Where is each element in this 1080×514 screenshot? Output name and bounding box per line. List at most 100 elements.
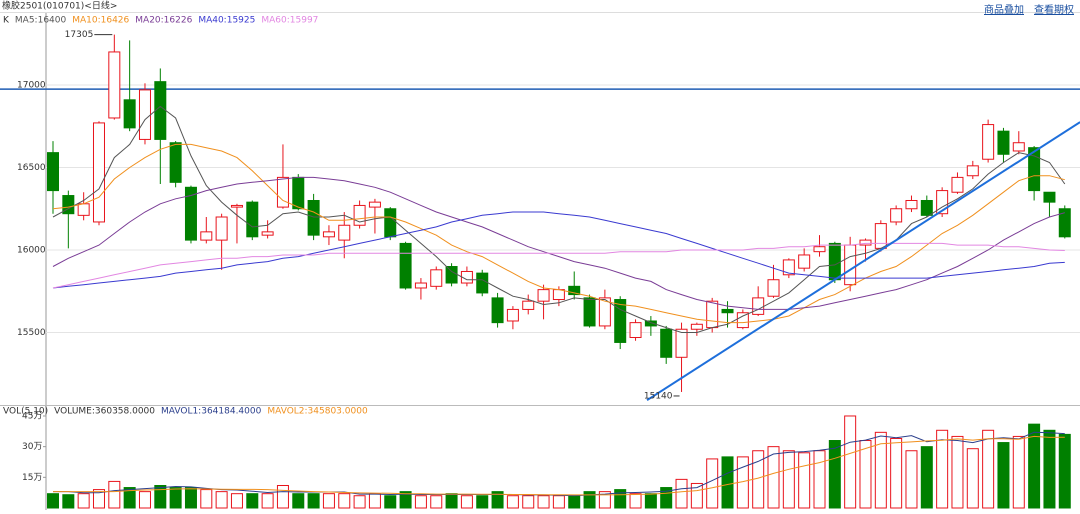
volume-bar	[246, 493, 259, 509]
candle-body	[721, 308, 734, 314]
legend-entry: MAVOL2:345803.0000	[267, 407, 368, 417]
candle-body	[62, 195, 75, 215]
volume-bar	[675, 478, 688, 509]
candle-body	[47, 152, 59, 192]
volume-bar	[1028, 423, 1041, 509]
volume-bar	[276, 485, 289, 509]
candle-body	[92, 122, 105, 223]
candle-body	[1043, 191, 1056, 203]
candle-body	[798, 254, 811, 269]
volume-bar	[905, 450, 918, 509]
legend-entry: MAVOL1:364184.4000	[161, 407, 262, 417]
y-tick-label: 15500	[17, 328, 46, 338]
y-tick-label: 16500	[17, 163, 46, 173]
volume-bar	[936, 429, 949, 509]
candle-body	[169, 142, 182, 183]
candle-body	[874, 223, 887, 249]
volume-bar	[813, 450, 826, 509]
candle-body	[184, 186, 197, 241]
volume-bar	[721, 456, 734, 509]
volume-bar	[430, 495, 443, 509]
candle-body	[430, 269, 443, 287]
volume-bar	[598, 491, 611, 509]
candle-body	[292, 176, 305, 210]
volume-bar	[338, 493, 351, 509]
candle-body	[614, 299, 627, 343]
candle-body	[859, 239, 872, 246]
volume-bar	[767, 446, 780, 509]
volume-bar	[154, 485, 167, 509]
candle-body	[230, 204, 243, 208]
candle-body	[890, 208, 903, 223]
candle-body	[200, 231, 213, 241]
volume-bar	[644, 493, 657, 509]
candle-body	[568, 285, 581, 296]
volume-bar	[169, 487, 182, 509]
candle-body	[629, 322, 642, 338]
annotation: 15140	[644, 391, 673, 401]
volume-bar	[629, 493, 642, 509]
volume-bar	[798, 452, 811, 509]
volume-bar	[460, 495, 473, 509]
chart-title: 橡胶2501(010701)<日线>	[2, 0, 117, 12]
volume-bar	[184, 487, 197, 509]
volume-bar	[92, 489, 105, 509]
annotation: 17305	[65, 30, 94, 40]
volume-bar	[537, 495, 550, 509]
candle-body	[506, 308, 519, 322]
candle-body	[246, 201, 259, 238]
link[interactable]: 商品叠加	[984, 5, 1024, 16]
volume-bar	[399, 491, 412, 509]
candle-body	[215, 216, 228, 241]
volume-bar	[982, 429, 995, 509]
candle-body	[384, 208, 397, 238]
volume-bar	[859, 440, 872, 509]
candle-body	[690, 323, 703, 330]
volume-bar	[920, 446, 933, 509]
volume-bar	[200, 489, 213, 509]
candle-body	[598, 297, 611, 327]
candle-body	[399, 242, 412, 289]
volume-bar	[966, 448, 979, 509]
volume-bar	[1012, 435, 1025, 509]
candle-body	[491, 297, 504, 324]
candle-body	[261, 231, 274, 236]
volume-bar	[1043, 429, 1056, 509]
legend-entry: MA20:16226	[135, 16, 192, 26]
y-tick-label: 30万	[22, 442, 42, 452]
candle-body	[920, 199, 933, 216]
volume-bar	[874, 431, 887, 509]
volume-bar	[62, 494, 75, 509]
candle-body	[583, 297, 596, 327]
volume-bar	[614, 489, 627, 509]
legend-entry: MA5:16400	[15, 16, 67, 26]
trend-line	[646, 121, 1080, 402]
toolbar: 商品叠加 查看期权	[974, 1, 1074, 16]
volume-bar	[138, 491, 151, 509]
candle-body	[966, 165, 979, 177]
candle-body	[982, 124, 995, 160]
candle-body	[154, 81, 167, 140]
volume-bar	[997, 442, 1010, 509]
y-tick-label: 15万	[22, 473, 42, 483]
candle-body	[307, 199, 320, 236]
volume-bar	[552, 495, 565, 509]
candle-body	[767, 279, 780, 297]
candle-body	[368, 201, 381, 208]
volume-bar	[844, 415, 857, 509]
candle-body	[353, 204, 366, 226]
candle-body	[1028, 147, 1041, 192]
candle-body	[537, 289, 550, 302]
legend-entry: VOL(5,10)	[3, 407, 48, 417]
link[interactable]: 查看期权	[1034, 5, 1074, 16]
candle-body	[736, 312, 749, 329]
candle-body	[905, 199, 918, 210]
candle-body	[936, 190, 949, 215]
legend-entry: MA60:15997	[261, 16, 318, 26]
candle-body	[782, 259, 795, 276]
candle-body	[997, 130, 1010, 155]
y-tick-label: 17000	[17, 80, 46, 90]
volume-bar	[77, 493, 90, 509]
volume-bar	[123, 487, 136, 509]
